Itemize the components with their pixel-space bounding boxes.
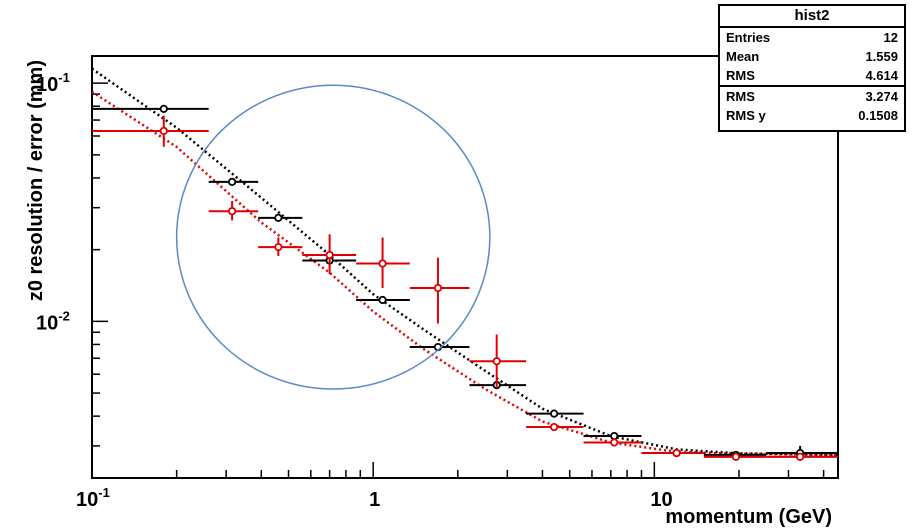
stats-label: RMS (726, 68, 755, 83)
stats-row: Mean 1.559 (720, 47, 904, 66)
point-marker (610, 438, 619, 447)
point-marker (549, 422, 559, 432)
point-marker (610, 431, 619, 441)
stats-label: RMS (726, 89, 755, 104)
axis-tick-labels: 10-1 1 10 10-1 10-2 (36, 70, 673, 511)
plot-frame (91, 55, 839, 479)
data-point (302, 234, 357, 275)
data-point (641, 448, 704, 458)
point-marker (731, 452, 740, 461)
x-tick-label: 10-1 (76, 485, 110, 511)
data-point (258, 237, 303, 257)
data-point (583, 438, 642, 447)
point-marker (159, 104, 168, 113)
axis-ticks (91, 82, 825, 478)
point-marker (378, 259, 387, 268)
stats-value: 1.559 (865, 49, 898, 64)
data-point (258, 213, 303, 222)
point-marker (433, 283, 443, 293)
point-marker (228, 207, 237, 216)
x-tick-label: 10 (650, 489, 672, 511)
x-tick-label: 1 (369, 489, 380, 511)
point-marker (325, 250, 334, 260)
stats-value: 4.614 (865, 68, 898, 83)
stats-value: 12 (883, 30, 898, 45)
stats-value: 3.274 (865, 89, 898, 104)
fit-curve (91, 90, 839, 457)
fit-curves (91, 67, 839, 457)
point-marker (492, 357, 501, 366)
stats-row: RMS y 0.1508 (720, 106, 904, 125)
data-point (356, 237, 410, 289)
x-axis-label: momentum (GeV) (665, 506, 832, 528)
point-marker (228, 177, 237, 186)
point-marker (159, 126, 168, 136)
data-point (469, 381, 527, 390)
y-axis-label: z0 resolution / error (mm) (25, 60, 47, 301)
data-point (469, 334, 527, 388)
point-marker (549, 409, 559, 418)
y-tick-label: 10-1 (36, 70, 70, 96)
data-point (92, 115, 209, 147)
point-marker (274, 213, 283, 222)
point-marker (796, 452, 805, 461)
data-point (208, 177, 259, 186)
stats-row: Entries 12 (720, 28, 904, 47)
data-point (208, 201, 259, 221)
stats-row: RMS 3.274 (720, 87, 904, 106)
stats-label: Mean (726, 49, 760, 64)
stats-rows-secondary: RMS 3.274 RMS y 0.1508 (720, 85, 904, 125)
stats-title: hist2 (720, 6, 904, 28)
data-point (583, 431, 642, 441)
point-marker (274, 242, 283, 252)
data-point (356, 295, 410, 305)
stats-value: 0.1508 (858, 108, 898, 123)
stats-label: Entries (726, 30, 771, 45)
point-marker (378, 295, 387, 305)
point-marker (672, 448, 681, 458)
data-points (92, 104, 838, 461)
stats-label: RMS y (726, 108, 766, 123)
data-point (526, 422, 584, 432)
data-point (92, 104, 209, 113)
data-point (703, 452, 767, 461)
y-tick-label: 10-2 (36, 308, 70, 334)
data-point (526, 409, 584, 418)
data-point (766, 452, 838, 461)
highlight-ellipse (175, 84, 491, 390)
stats-rows: Entries 12 Mean 1.559 RMS 4.614 (720, 28, 904, 85)
stats-box: hist2 Entries 12 Mean 1.559 RMS 4.614 RMS 3.27… (718, 4, 906, 132)
stats-row: RMS 4.614 (720, 66, 904, 85)
data-point (409, 257, 470, 324)
fit-curve (91, 67, 839, 457)
